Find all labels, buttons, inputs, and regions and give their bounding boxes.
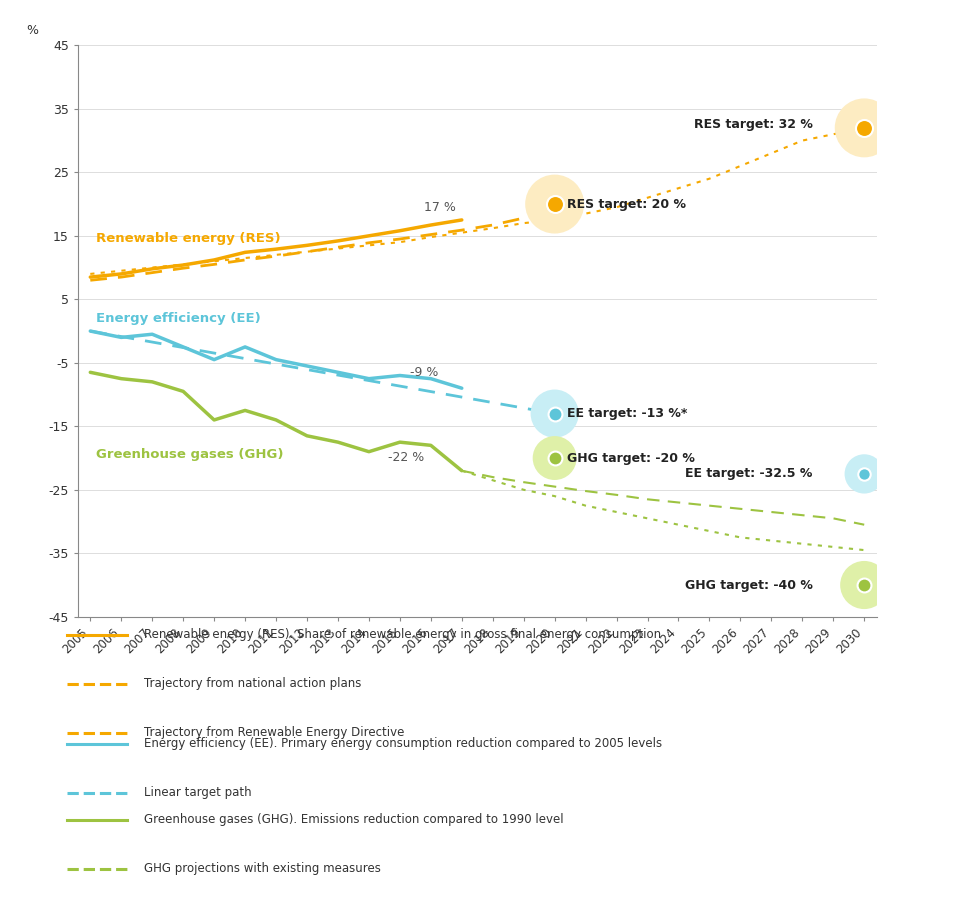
Text: EE target: -13 %*: EE target: -13 %* xyxy=(567,407,688,420)
Text: Linear target path: Linear target path xyxy=(144,786,251,799)
Point xyxy=(546,197,562,211)
Point xyxy=(856,578,872,592)
Text: RES target: 32 %: RES target: 32 % xyxy=(693,118,813,132)
Text: %: % xyxy=(26,24,38,37)
Text: Energy efficiency (EE): Energy efficiency (EE) xyxy=(96,312,261,325)
Point xyxy=(856,466,872,481)
Text: Trajectory from Renewable Energy Directive: Trajectory from Renewable Energy Directi… xyxy=(144,727,404,739)
Point xyxy=(856,466,872,481)
Text: EE target: -32.5 %: EE target: -32.5 % xyxy=(685,467,812,481)
Text: Greenhouse gases (GHG). Emissions reduction compared to 1990 level: Greenhouse gases (GHG). Emissions reduct… xyxy=(144,814,564,826)
Text: RES target: 20 %: RES target: 20 % xyxy=(567,198,686,210)
Point xyxy=(546,197,562,211)
Point xyxy=(546,451,562,465)
Point xyxy=(856,578,872,592)
Point xyxy=(546,406,562,421)
Point xyxy=(546,451,562,465)
Text: Greenhouse gases (GHG): Greenhouse gases (GHG) xyxy=(96,448,284,462)
Text: Renewable energy (RES). Share of renewable energy in gross final energy consumpt: Renewable energy (RES). Share of renewab… xyxy=(144,629,661,641)
Text: GHG target: -20 %: GHG target: -20 % xyxy=(567,452,694,464)
Text: 17 %: 17 % xyxy=(424,200,456,214)
Text: Trajectory from national action plans: Trajectory from national action plans xyxy=(144,678,361,690)
Text: GHG projections with existing measures: GHG projections with existing measures xyxy=(144,863,381,875)
Text: Renewable energy (RES): Renewable energy (RES) xyxy=(96,232,281,246)
Text: -22 %: -22 % xyxy=(388,452,425,464)
Text: -9 %: -9 % xyxy=(410,366,439,379)
Text: Energy efficiency (EE). Primary energy consumption reduction compared to 2005 le: Energy efficiency (EE). Primary energy c… xyxy=(144,737,662,750)
Text: GHG target: -40 %: GHG target: -40 % xyxy=(685,579,812,591)
Point xyxy=(546,406,562,421)
Point xyxy=(856,121,872,135)
Point xyxy=(856,121,872,135)
